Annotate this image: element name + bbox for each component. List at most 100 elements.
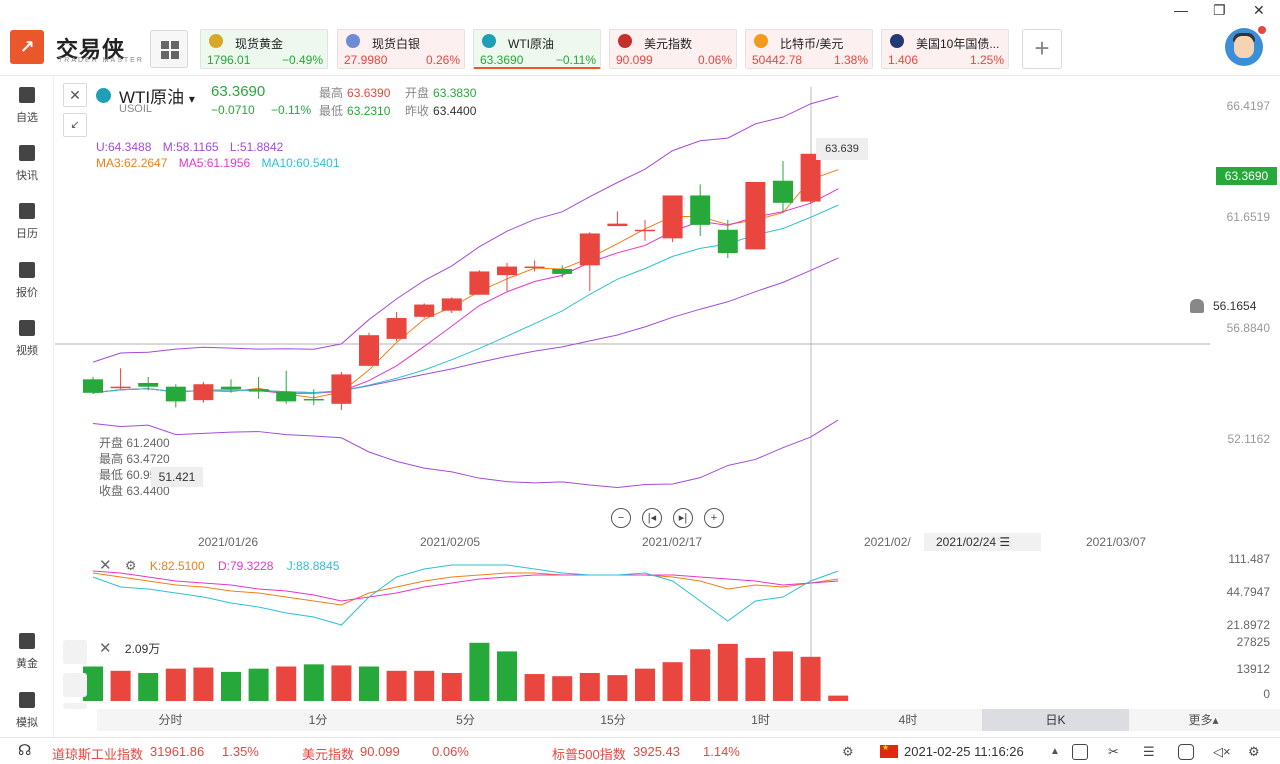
- candle-style-icon[interactable]: [63, 640, 87, 664]
- candle-body: [635, 229, 655, 232]
- candle-body: [193, 384, 214, 401]
- bell-icon[interactable]: [1190, 299, 1204, 313]
- period-tab-3[interactable]: 15分: [600, 713, 626, 727]
- ticker-name: 比特币/美元: [780, 37, 844, 51]
- ticker-icon: [754, 34, 768, 48]
- close-chart-button[interactable]: ✕: [63, 83, 87, 107]
- top-bar: ↗ 交易侠 TRADER MASTER 现货黄金 1796.01 −0.49% 现货白…: [0, 0, 1280, 76]
- period-tab-6[interactable]: 日K: [982, 709, 1129, 731]
- sidebar-item-label: 快讯: [16, 170, 38, 182]
- volume-bar: [386, 670, 407, 701]
- period-tab-4[interactable]: 1时: [751, 713, 770, 727]
- volume-bar: [359, 666, 379, 701]
- ma-indicator: MA3:62.2647 MA5:61.1956 MA10:60.5401: [96, 156, 340, 170]
- candle-body: [717, 229, 738, 254]
- ticker-card[interactable]: 美元指数 90.099 0.06%: [609, 29, 737, 69]
- ticker-card[interactable]: 现货白银 27.9980 0.26%: [337, 29, 465, 69]
- headset-icon[interactable]: ☊: [18, 742, 32, 759]
- candle-body: [138, 383, 159, 387]
- close-window-button[interactable]: ✕: [1253, 2, 1265, 18]
- ticker-card[interactable]: 美国10年国债... 1.406 1.25%: [881, 29, 1009, 69]
- close-kdj-icon[interactable]: ✕: [99, 557, 112, 574]
- period-tab-1[interactable]: 1分: [308, 713, 328, 727]
- ticker-card[interactable]: 现货黄金 1796.01 −0.49%: [200, 29, 328, 69]
- candle-body: [110, 386, 131, 389]
- expand-up-icon[interactable]: ▲: [1050, 746, 1060, 757]
- camera-icon[interactable]: [1178, 744, 1194, 760]
- ticker-card[interactable]: WTI原油 63.3690 −0.11%: [473, 29, 601, 69]
- connection-icon[interactable]: ⚙: [842, 744, 854, 759]
- symbol-price: 63.3690: [211, 83, 266, 100]
- volume-bar: [773, 651, 793, 701]
- period-tab-5[interactable]: 4时: [898, 713, 918, 727]
- chart-area[interactable]: ✕ ↙ WTI原油 ▾ USOIL 63.3690 −0.0710 −0.11%…: [55, 77, 1280, 709]
- user-avatar[interactable]: [1225, 28, 1263, 66]
- date-tick: 2021/02/17: [642, 535, 703, 549]
- close-volume-icon[interactable]: ✕: [99, 640, 112, 657]
- volume-bar: [828, 695, 849, 701]
- sidebar-item-4[interactable]: 视频: [0, 320, 54, 370]
- sidebar-item-5[interactable]: 黄金: [0, 633, 54, 683]
- zoom-in-button[interactable]: +: [704, 508, 724, 528]
- oil-icon: [96, 88, 111, 103]
- restore-button[interactable]: ❐: [1213, 2, 1226, 18]
- kdj-d-line: [92, 570, 839, 602]
- mute-icon[interactable]: ◁×: [1213, 744, 1231, 759]
- zoom-out-button[interactable]: −: [611, 508, 631, 528]
- sidebar-item-6[interactable]: 模拟: [0, 692, 54, 742]
- grid-icon: [171, 41, 179, 49]
- ma10-line: [92, 204, 839, 394]
- date-tick: 2021/03/07: [1086, 535, 1147, 549]
- period-tab-7[interactable]: 更多▴: [1188, 713, 1219, 727]
- sidebar-item-0[interactable]: 自选: [0, 87, 54, 137]
- boll-mid-line: [92, 257, 839, 394]
- brand-name: 交易侠: [56, 37, 126, 62]
- candle-body: [248, 389, 269, 392]
- no-display-icon[interactable]: [1072, 744, 1088, 760]
- ticker-pct: 1.38%: [833, 53, 868, 67]
- candle-body: [773, 180, 793, 203]
- volume-bar: [248, 668, 269, 701]
- sidebar-item-1[interactable]: 快讯: [0, 145, 54, 195]
- china-flag-icon: [880, 743, 898, 758]
- list-icon[interactable]: ☰: [1143, 744, 1155, 759]
- symbol-selector[interactable]: WTI原油 ▾: [119, 83, 195, 108]
- ticker-price: 90.099: [616, 53, 653, 67]
- dxy-name[interactable]: 美元指数: [302, 747, 355, 762]
- spx-name[interactable]: 标普500指数: [552, 747, 626, 762]
- ticker-card[interactable]: 比特币/美元 50442.78 1.38%: [745, 29, 873, 69]
- ticker-icon: [482, 34, 496, 48]
- high-stat: 最高 63.6390: [319, 86, 391, 100]
- dji-name[interactable]: 道琼斯工业指数: [52, 747, 144, 762]
- volume-bar: [193, 667, 214, 701]
- candle-body: [745, 181, 766, 250]
- collapse-icon[interactable]: ↙: [63, 113, 87, 137]
- sidebar-item-3[interactable]: 报价: [0, 262, 54, 312]
- price-tick: 52.1162: [1227, 432, 1271, 446]
- settings-icon[interactable]: ⚙: [124, 558, 137, 573]
- settings-icon[interactable]: ⚙: [1248, 744, 1260, 759]
- ticker-price: 1796.01: [207, 53, 251, 67]
- prev-close-stat: 昨收 63.4400: [405, 104, 477, 118]
- skip-end-button[interactable]: ▸|: [673, 508, 693, 528]
- candle-body: [303, 398, 324, 401]
- candle-body: [83, 379, 103, 393]
- candle-body: [469, 271, 490, 295]
- ticker-pct: 0.26%: [425, 53, 460, 67]
- period-tab-2[interactable]: 5分: [456, 713, 475, 727]
- sidebar-item-2[interactable]: 日历: [0, 203, 54, 253]
- ma5-line: [92, 188, 839, 395]
- period-tab-0[interactable]: 分时: [158, 713, 183, 727]
- minimize-button[interactable]: —: [1174, 2, 1188, 18]
- grid-menu-button[interactable]: [150, 30, 188, 68]
- sidebar-item-label: 自选: [16, 112, 38, 124]
- skip-start-button[interactable]: |◂: [642, 508, 662, 528]
- tools-icon[interactable]: ✂: [1108, 744, 1119, 759]
- indicator-icon[interactable]: [63, 703, 87, 709]
- candle-body: [414, 304, 435, 317]
- add-ticker-button[interactable]: +: [1022, 29, 1062, 69]
- chart-canvas[interactable]: [55, 77, 1280, 709]
- draw-tool-icon[interactable]: [63, 673, 87, 697]
- grid-icon: [161, 51, 169, 59]
